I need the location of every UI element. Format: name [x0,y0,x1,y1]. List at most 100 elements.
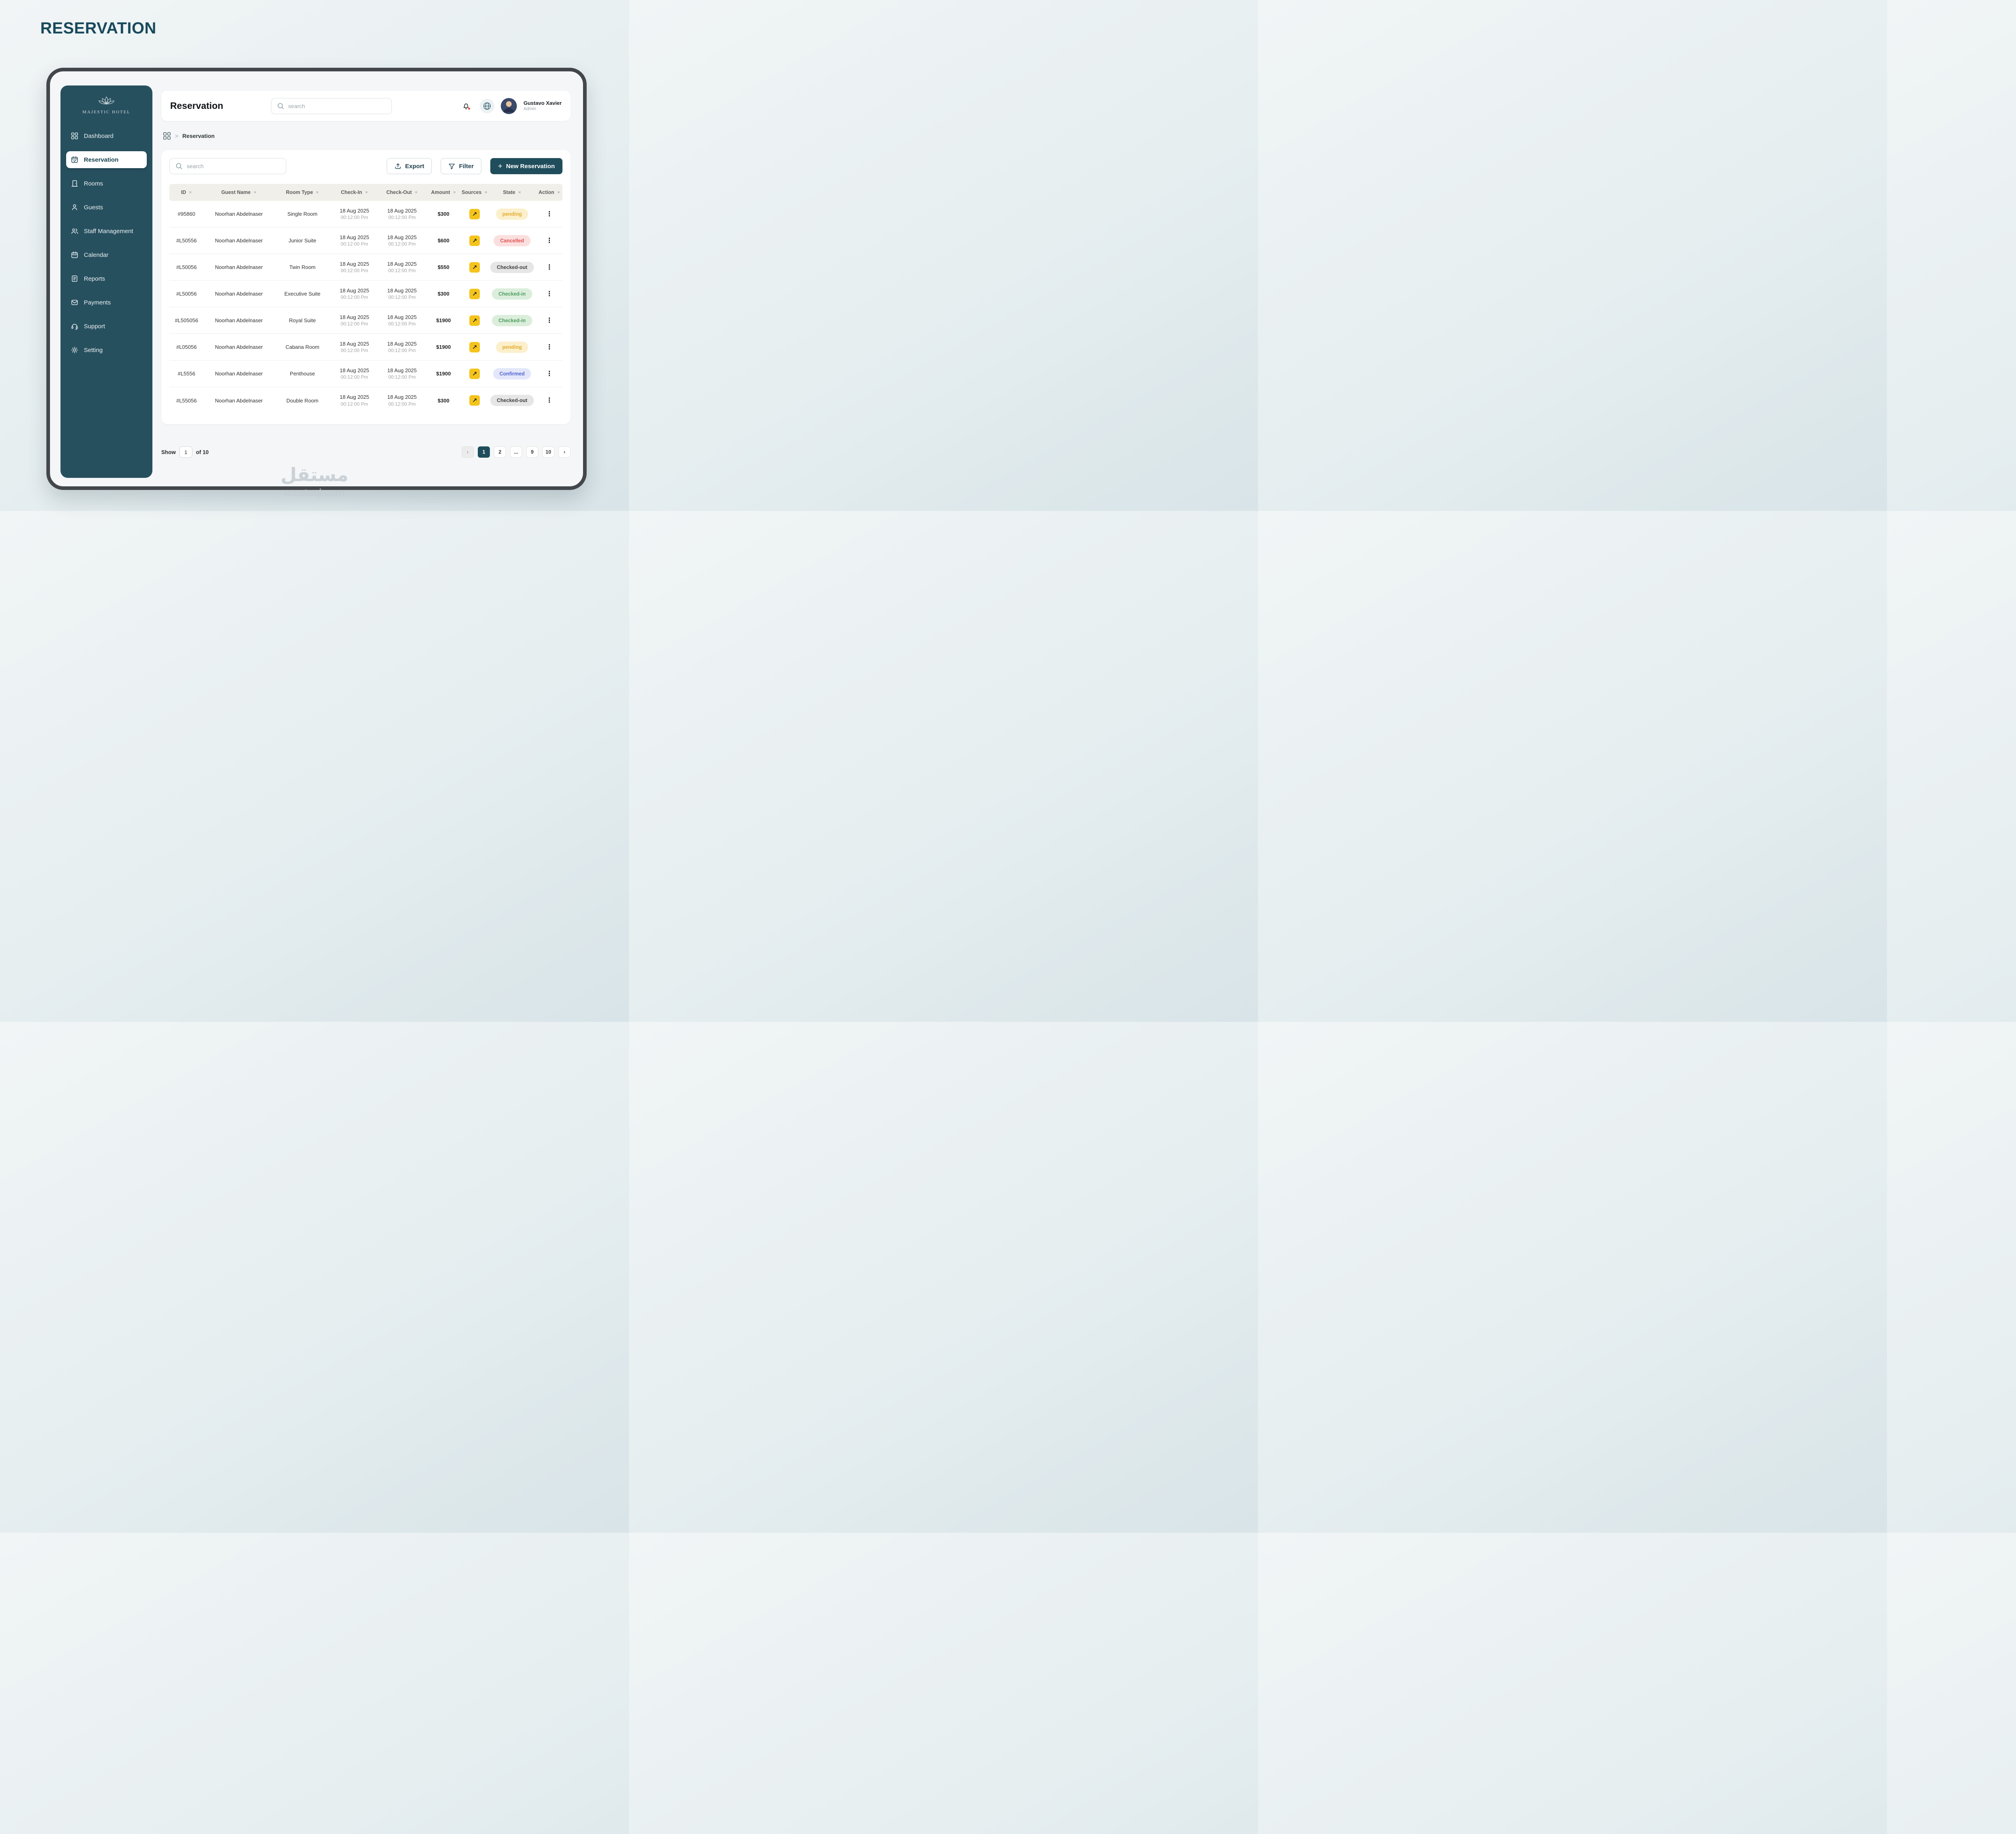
new-reservation-label: New Reservation [506,163,555,170]
page-button-2[interactable]: 2 [494,446,506,458]
source-link-icon[interactable]: ↗ [469,208,480,219]
dashboard-icon [71,132,78,140]
sidebar-item-reports[interactable]: Reports [66,270,147,287]
search-icon [277,103,284,109]
table-search-input[interactable] [187,163,271,169]
page-buttons: ‹ 1 2 ... 9 10 › [462,446,571,458]
page-button-9[interactable]: 9 [526,446,538,458]
reservation-id: #L5556 [177,371,196,377]
check-out-date: 18 Aug 2025 [387,314,417,320]
row-actions-button[interactable]: ⋮ [546,316,553,324]
check-out-cell: 18 Aug 2025 00:12:00 Pm [378,340,426,354]
reservation-id: #L55056 [176,397,197,404]
header-search-input[interactable] [288,102,373,109]
lotus-logo-icon [98,96,115,105]
column-close-icon[interactable]: ✕ [365,190,368,194]
breadcrumb-home-icon[interactable] [163,132,171,140]
column-header-sources[interactable]: Sources ✕ [462,190,487,195]
sidebar-item-payments[interactable]: Payments [66,294,147,311]
state-badge: Confirmed [493,368,531,379]
page-button-10[interactable]: 10 [542,446,554,458]
row-actions-button[interactable]: ⋮ [546,236,553,244]
amount: $1900 [436,344,451,350]
prev-page-button[interactable]: ‹ [462,446,474,458]
sidebar-item-rooms[interactable]: Rooms [66,175,147,192]
column-close-icon[interactable]: ✕ [557,190,560,194]
action-cell: ⋮ [536,210,562,218]
sidebar-item-reservation[interactable]: Reservation [66,151,147,168]
amount: $300 [437,397,450,404]
sidebar-item-setting[interactable]: Setting [66,342,147,358]
check-in-time: 00:12:00 Pm [340,348,369,354]
show-page-input[interactable] [179,446,192,458]
state-badge: Checked-in [492,315,532,326]
source-link-icon[interactable]: ↗ [469,368,480,379]
next-page-button[interactable]: › [558,446,571,458]
source-link-icon[interactable]: ↗ [469,235,480,246]
header-title: Reservation [170,100,223,111]
sidebar-item-staff-management[interactable]: Staff Management [66,223,147,240]
source-link-icon[interactable]: ↗ [469,395,480,406]
page-title: RESERVATION [40,19,156,37]
row-actions-button[interactable]: ⋮ [546,210,553,218]
row-actions-button[interactable]: ⋮ [546,263,553,271]
row-actions-button[interactable]: ⋮ [546,369,553,377]
column-close-icon[interactable]: ✕ [453,190,456,194]
row-actions-button[interactable]: ⋮ [546,290,553,298]
header-search[interactable] [271,98,392,114]
language-globe-button[interactable] [480,98,495,113]
column-close-icon[interactable]: ✕ [316,190,319,194]
column-header-room-type[interactable]: Room Type ✕ [286,190,319,195]
column-close-icon[interactable]: ✕ [414,190,418,194]
plus-icon: + [498,162,503,171]
sidebar-item-calendar[interactable]: Calendar [66,246,147,263]
report-icon [71,275,78,282]
row-actions-button[interactable]: ⋮ [546,343,553,351]
check-out-time: 00:12:00 Pm [388,374,416,380]
sidebar-item-support[interactable]: Support [66,318,147,335]
column-header-id[interactable]: ID ✕ [181,190,192,195]
table-search[interactable] [169,158,286,174]
sidebar-item-guests[interactable]: Guests [66,199,147,216]
column-header-state[interactable]: State ✕ [503,190,521,195]
column-header-action[interactable]: Action ✕ [538,190,560,195]
column-close-icon[interactable]: ✕ [484,190,487,194]
column-close-icon[interactable]: ✕ [518,190,521,194]
source-link-icon[interactable]: ↗ [469,342,480,352]
user-avatar[interactable] [501,98,517,114]
source-link-icon[interactable]: ↗ [469,288,480,299]
breadcrumb-separator: > [175,133,179,139]
check-in-cell: 18 Aug 2025 00:12:00 Pm [331,340,378,354]
action-cell: ⋮ [536,263,562,271]
check-in-cell: 18 Aug 2025 00:12:00 Pm [331,207,378,221]
table-row: #L50056 Noorhan Abdelnaser Twin Room 18 … [169,254,562,281]
check-out-date: 18 Aug 2025 [387,287,417,294]
check-in-time: 00:12:00 Pm [340,401,369,407]
sources-cell: ↗ [461,342,488,352]
column-header-guest-name[interactable]: Guest Name ✕ [221,190,257,195]
notification-bell-button[interactable] [459,99,473,113]
guest-name: Noorhan Abdelnaser [215,264,263,270]
column-close-icon[interactable]: ✕ [253,190,257,194]
source-link-icon[interactable]: ↗ [469,262,480,273]
pagination-bar: Show of 10 ‹ 1 2 ... 9 10 › [161,446,571,458]
column-header-check-in[interactable]: Check-In ✕ [341,190,368,195]
reservation-id: #L50556 [176,238,197,244]
sidebar-item-dashboard[interactable]: Dashboard [66,127,147,144]
page-button-1[interactable]: 1 [478,446,490,458]
export-icon [395,163,401,169]
gear-icon [71,346,78,354]
column-header-amount[interactable]: Amount ✕ [431,190,456,195]
reservation-id: #L50056 [176,264,197,270]
row-actions-button[interactable]: ⋮ [546,396,553,404]
new-reservation-button[interactable]: + New Reservation [490,158,562,174]
check-out-date: 18 Aug 2025 [387,207,417,214]
source-link-icon[interactable]: ↗ [469,315,480,326]
column-close-icon[interactable]: ✕ [189,190,192,194]
show-label: Show [161,449,176,455]
column-header-check-out[interactable]: Check-Out ✕ [386,190,418,195]
check-in-date: 18 Aug 2025 [339,394,369,400]
filter-button[interactable]: Filter [441,158,481,174]
export-button[interactable]: Export [386,158,432,174]
globe-icon [483,102,491,110]
